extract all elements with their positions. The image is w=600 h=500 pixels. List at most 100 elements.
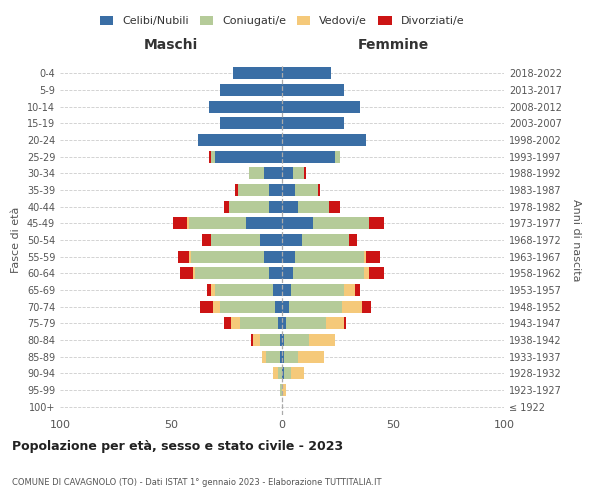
Bar: [335, 150, 340, 162]
Bar: [342, 300, 362, 312]
Bar: [368, 218, 384, 230]
Bar: [238, 184, 269, 196]
Bar: [282, 168, 293, 179]
Text: COMUNE DI CAVAGNOLO (TO) - Dati ISTAT 1° gennaio 2023 - Elaborazione TUTTITALIA.: COMUNE DI CAVAGNOLO (TO) - Dati ISTAT 1°…: [12, 478, 382, 487]
Bar: [280, 334, 282, 346]
Bar: [278, 368, 282, 380]
Bar: [282, 68, 331, 80]
Bar: [249, 168, 264, 179]
Bar: [193, 268, 196, 280]
Bar: [317, 184, 320, 196]
Bar: [282, 268, 293, 280]
Bar: [220, 300, 275, 312]
Bar: [284, 350, 298, 362]
Bar: [260, 234, 282, 246]
Bar: [282, 300, 289, 312]
Y-axis label: Anni di nascita: Anni di nascita: [571, 198, 581, 281]
Bar: [251, 334, 253, 346]
Bar: [260, 334, 280, 346]
Bar: [282, 350, 284, 362]
Bar: [231, 318, 240, 330]
Bar: [282, 100, 360, 112]
Bar: [282, 118, 344, 130]
Bar: [224, 200, 229, 212]
Bar: [202, 234, 211, 246]
Bar: [262, 350, 266, 362]
Bar: [282, 250, 295, 262]
Bar: [264, 168, 282, 179]
Text: Femmine: Femmine: [358, 38, 428, 52]
Bar: [308, 334, 335, 346]
Bar: [224, 318, 231, 330]
Bar: [302, 234, 349, 246]
Bar: [362, 300, 371, 312]
Bar: [282, 150, 335, 162]
Bar: [295, 184, 317, 196]
Bar: [191, 250, 264, 262]
Bar: [329, 200, 340, 212]
Bar: [326, 318, 344, 330]
Bar: [273, 284, 282, 296]
Bar: [364, 268, 368, 280]
Bar: [355, 284, 360, 296]
Bar: [349, 234, 358, 246]
Bar: [269, 268, 282, 280]
Bar: [282, 318, 286, 330]
Bar: [220, 118, 282, 130]
Bar: [173, 218, 187, 230]
Bar: [209, 100, 282, 112]
Bar: [284, 368, 291, 380]
Bar: [280, 350, 282, 362]
Bar: [282, 384, 286, 396]
Bar: [180, 268, 193, 280]
Bar: [275, 300, 282, 312]
Bar: [282, 218, 313, 230]
Bar: [282, 200, 298, 212]
Bar: [253, 334, 260, 346]
Bar: [295, 250, 364, 262]
Bar: [284, 334, 308, 346]
Bar: [293, 268, 364, 280]
Bar: [240, 318, 278, 330]
Bar: [178, 250, 189, 262]
Bar: [291, 368, 304, 380]
Bar: [196, 268, 269, 280]
Bar: [280, 384, 282, 396]
Bar: [273, 368, 278, 380]
Bar: [215, 284, 273, 296]
Bar: [286, 318, 326, 330]
Bar: [298, 200, 329, 212]
Bar: [313, 218, 368, 230]
Bar: [211, 234, 260, 246]
Bar: [206, 284, 211, 296]
Bar: [364, 250, 367, 262]
Bar: [269, 200, 282, 212]
Bar: [200, 300, 213, 312]
Bar: [269, 184, 282, 196]
Bar: [293, 168, 304, 179]
Bar: [233, 68, 282, 80]
Bar: [289, 300, 342, 312]
Legend: Celibi/Nubili, Coniugati/e, Vedovi/e, Divorziati/e: Celibi/Nubili, Coniugati/e, Vedovi/e, Di…: [95, 11, 469, 30]
Bar: [282, 368, 284, 380]
Bar: [211, 150, 215, 162]
Bar: [189, 250, 191, 262]
Y-axis label: Fasce di età: Fasce di età: [11, 207, 21, 273]
Bar: [282, 184, 295, 196]
Bar: [278, 318, 282, 330]
Bar: [189, 218, 247, 230]
Bar: [282, 134, 367, 146]
Bar: [291, 284, 344, 296]
Bar: [367, 250, 380, 262]
Bar: [229, 200, 269, 212]
Bar: [344, 318, 346, 330]
Bar: [266, 350, 280, 362]
Bar: [282, 84, 344, 96]
Bar: [344, 284, 355, 296]
Bar: [264, 250, 282, 262]
Bar: [235, 184, 238, 196]
Bar: [298, 350, 324, 362]
Bar: [187, 218, 189, 230]
Bar: [282, 284, 291, 296]
Bar: [209, 150, 211, 162]
